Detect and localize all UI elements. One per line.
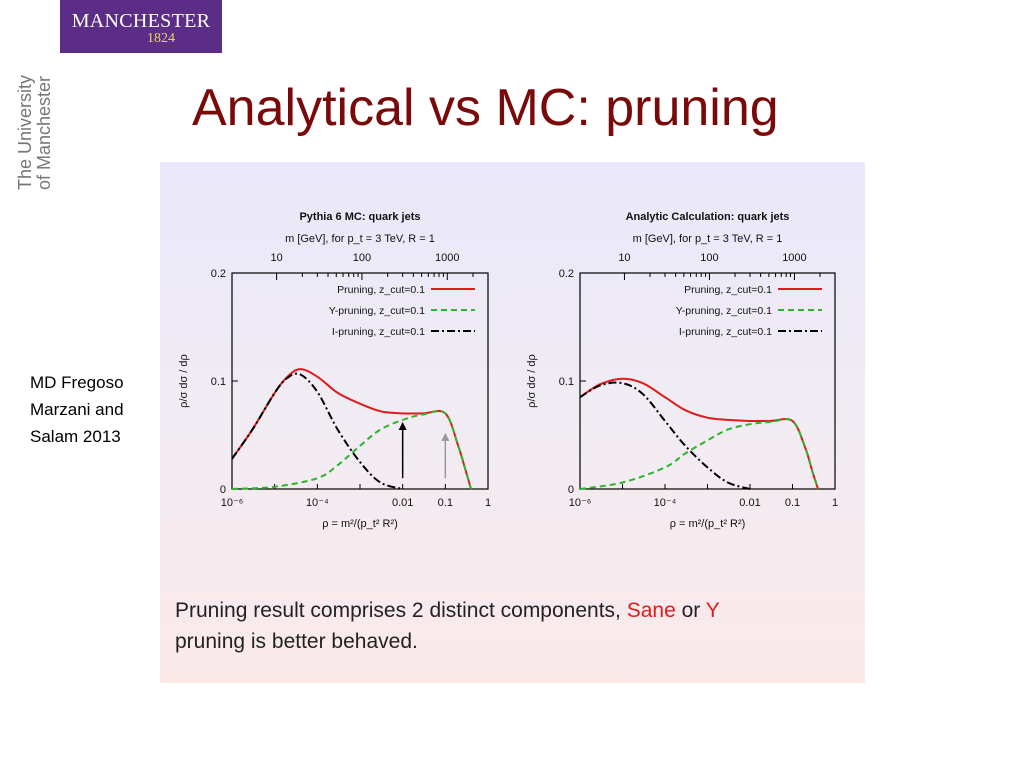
logo-name: MANCHESTER — [71, 10, 211, 32]
x-tick-label: 0.1 — [438, 497, 453, 509]
y-tick-label: 0 — [568, 484, 574, 496]
top-axis-label: m [GeV], for p_t = 3 TeV, R = 1 — [633, 233, 783, 245]
y-tick-label: 0.1 — [211, 376, 226, 388]
charts-svg: Pythia 6 MC: quark jets m [GeV], for p_t … — [178, 211, 838, 530]
x-tick-label: 0.1 — [785, 497, 800, 509]
series-line-dashed — [579, 418, 820, 490]
top-tick-label: 1000 — [782, 252, 806, 264]
top-tick-label: 1000 — [435, 252, 459, 264]
y-axis-label: ρ/σ dσ / dρ — [526, 354, 538, 408]
legend-label: Pruning, z_cut=0.1 — [337, 284, 425, 296]
legend-label: Y-pruning, z_cut=0.1 — [676, 305, 772, 317]
top-tick-label: 10 — [618, 252, 630, 264]
arrow-head — [398, 422, 407, 431]
caption-sane: Sane — [626, 599, 676, 622]
logo-year: 1824 — [147, 31, 175, 46]
y-tick-label: 0.2 — [211, 268, 226, 280]
legend-label: I-pruning, z_cut=0.1 — [679, 326, 772, 338]
series-line-solid — [231, 368, 472, 490]
x-tick-label: 0.01 — [739, 497, 760, 509]
series-line-solid — [579, 377, 820, 490]
y-tick-label: 0.2 — [559, 268, 574, 280]
citation: MD Fregoso Marzani and Salam 2013 — [30, 369, 124, 450]
legend-label: I-pruning, z_cut=0.1 — [332, 326, 425, 338]
caption-text-1: Pruning result comprises 2 distinct comp… — [175, 599, 627, 622]
x-tick-label: 0.01 — [392, 497, 413, 509]
citation-line: MD Fregoso — [30, 373, 124, 392]
y-axis-label: ρ/σ dσ / dρ — [178, 354, 190, 408]
top-tick-label: 10 — [270, 252, 282, 264]
top-axis-label: m [GeV], for p_t = 3 TeV, R = 1 — [285, 233, 435, 245]
university-line-1: The University — [15, 74, 35, 190]
arrow-head — [441, 432, 450, 441]
caption: Pruning result comprises 2 distinct comp… — [175, 595, 720, 657]
chart-title: Pythia 6 MC: quark jets — [299, 211, 420, 223]
caption-or: or — [675, 599, 706, 622]
series-line-dashdot — [579, 381, 751, 490]
university-wordmark: The University of Manchester — [15, 20, 60, 190]
x-tick-label: 1 — [485, 497, 491, 509]
series-line-dashed — [231, 410, 472, 490]
x-tick-label: 1 — [832, 497, 838, 509]
x-tick-label: 10⁻⁶ — [221, 497, 244, 509]
x-axis-label: ρ = m²/(p_t² R²) — [670, 518, 746, 530]
figure-panel: Pythia 6 MC: quark jets m [GeV], for p_t … — [160, 162, 865, 683]
x-tick-label: 10⁻⁶ — [569, 497, 592, 509]
top-tick-label: 100 — [700, 252, 718, 264]
slide-title: Analytical vs MC: pruning — [192, 79, 779, 137]
legend-label: Pruning, z_cut=0.1 — [684, 284, 772, 296]
citation-line: Salam 2013 — [30, 427, 121, 446]
university-logo[interactable]: MANCHESTER 1824 — [60, 0, 222, 53]
caption-text-2: pruning is better behaved. — [175, 630, 418, 653]
legend-label: Y-pruning, z_cut=0.1 — [329, 305, 425, 317]
y-tick-label: 0 — [220, 484, 226, 496]
chart-title: Analytic Calculation: quark jets — [626, 211, 790, 223]
x-axis-label: ρ = m²/(p_t² R²) — [322, 518, 398, 530]
top-tick-label: 100 — [353, 252, 371, 264]
caption-y: Y — [705, 599, 720, 622]
university-line-2: of Manchester — [34, 75, 54, 190]
citation-line: Marzani and — [30, 400, 124, 419]
x-tick-label: 10⁻⁴ — [654, 497, 677, 509]
y-tick-label: 0.1 — [559, 376, 574, 388]
x-tick-label: 10⁻⁴ — [306, 497, 329, 509]
